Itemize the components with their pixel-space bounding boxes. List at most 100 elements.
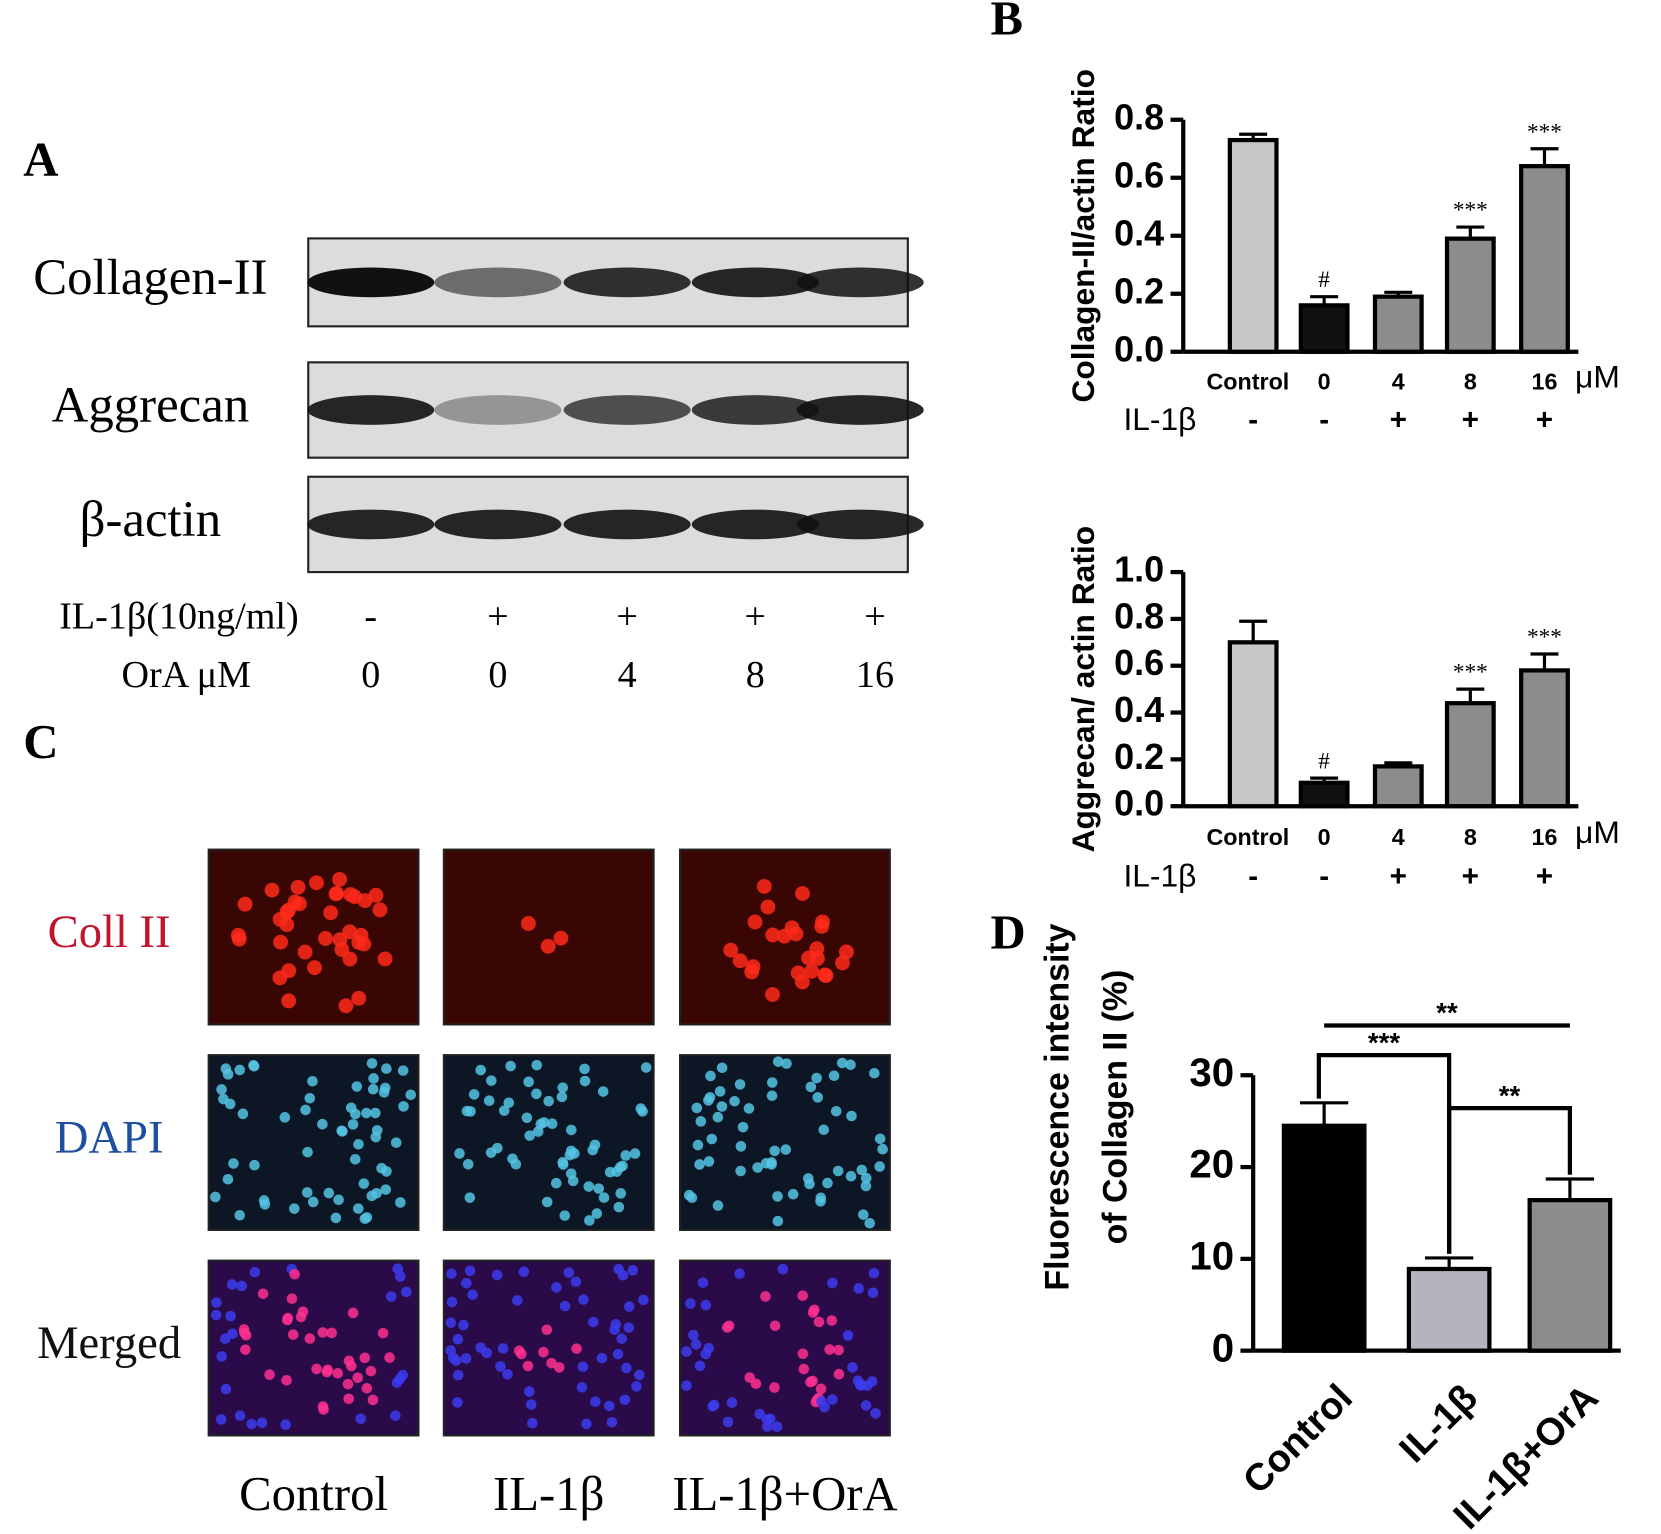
cell <box>692 1139 704 1151</box>
treatment-value: + <box>745 596 767 638</box>
cell <box>307 1196 319 1208</box>
row-label: Coll II <box>48 906 171 958</box>
cell <box>619 1394 631 1406</box>
y-axis-label: of Collagen II (%) <box>1097 970 1135 1245</box>
cell <box>502 1368 513 1380</box>
cell <box>766 1077 778 1088</box>
cell <box>610 1318 622 1330</box>
cell <box>230 927 246 943</box>
cell <box>858 1209 869 1220</box>
treatment-label: OrA μM <box>122 654 252 696</box>
cell <box>332 1367 344 1379</box>
cell <box>521 1112 533 1124</box>
cell <box>846 1110 857 1122</box>
cell <box>540 938 556 954</box>
cell <box>631 1381 642 1392</box>
cell <box>452 1369 464 1381</box>
cell <box>353 927 369 943</box>
cell <box>259 1199 271 1210</box>
cell <box>712 1200 724 1211</box>
cell <box>290 879 306 895</box>
band <box>691 267 819 298</box>
cell <box>454 1148 465 1159</box>
significance: *** <box>1527 625 1562 651</box>
cell <box>744 1372 756 1383</box>
cell <box>366 1058 378 1069</box>
cell <box>398 1101 409 1112</box>
cell <box>385 1291 397 1302</box>
cell <box>623 1301 635 1312</box>
cell <box>634 1369 645 1381</box>
cell <box>483 1095 495 1107</box>
cell <box>824 1344 835 1355</box>
cell <box>518 1266 530 1278</box>
cell <box>694 1159 705 1170</box>
cell <box>461 1277 472 1289</box>
cell <box>347 1119 359 1130</box>
cell <box>307 960 322 976</box>
sign: - <box>1248 860 1258 893</box>
band <box>434 395 562 425</box>
cell <box>581 1418 592 1430</box>
sign: + <box>1390 403 1407 436</box>
cell <box>281 1374 292 1386</box>
bar <box>1227 640 1279 809</box>
cell <box>722 1416 734 1428</box>
cell <box>743 1103 755 1114</box>
cell <box>543 1095 554 1107</box>
cell <box>603 1400 615 1412</box>
cell <box>475 1064 487 1076</box>
cell <box>629 1148 641 1159</box>
cell <box>868 1267 880 1279</box>
cell <box>353 1138 364 1150</box>
cell <box>546 1357 557 1369</box>
cell <box>735 1165 746 1177</box>
cell <box>765 987 780 1002</box>
cell <box>729 1095 740 1107</box>
cell <box>368 1073 379 1084</box>
cell <box>367 1394 379 1406</box>
cell <box>323 905 339 921</box>
cell <box>867 1287 879 1299</box>
cell <box>752 1162 763 1173</box>
cell <box>723 942 739 958</box>
cell <box>845 1059 856 1071</box>
cell <box>279 1112 291 1123</box>
cell <box>361 1382 373 1394</box>
cell <box>355 1413 367 1425</box>
significance: *** <box>1368 1027 1400 1058</box>
cell <box>390 1410 401 1421</box>
cell <box>311 1363 322 1375</box>
cell <box>524 1130 536 1141</box>
cell <box>505 1060 516 1072</box>
cell <box>546 1118 558 1129</box>
cell <box>845 1170 857 1182</box>
row-label: DAPI <box>55 1112 164 1164</box>
cell <box>234 1410 246 1422</box>
cell <box>541 1196 553 1208</box>
cell <box>804 963 820 979</box>
band <box>307 267 435 298</box>
sign: - <box>1319 860 1329 893</box>
cell <box>620 1150 632 1161</box>
cell <box>637 1106 648 1117</box>
cell <box>446 1296 458 1308</box>
cell <box>627 1265 639 1276</box>
cell <box>370 1107 381 1119</box>
panel-label: A <box>23 132 58 186</box>
cell <box>830 1105 842 1117</box>
cell <box>318 931 333 946</box>
cell <box>467 1289 478 1301</box>
cell <box>694 1360 706 1372</box>
x-tick-label: 0 <box>1318 369 1331 395</box>
cell <box>688 1329 699 1341</box>
treatment-value: 4 <box>618 654 637 696</box>
cell <box>248 1059 259 1071</box>
cell <box>492 1142 503 1154</box>
x-tick-label: 8 <box>1464 824 1477 850</box>
cell <box>559 1300 571 1312</box>
significance-bracket <box>1447 1105 1573 1254</box>
bar <box>1372 294 1424 354</box>
band <box>563 267 691 298</box>
panel-label: C <box>23 715 58 769</box>
